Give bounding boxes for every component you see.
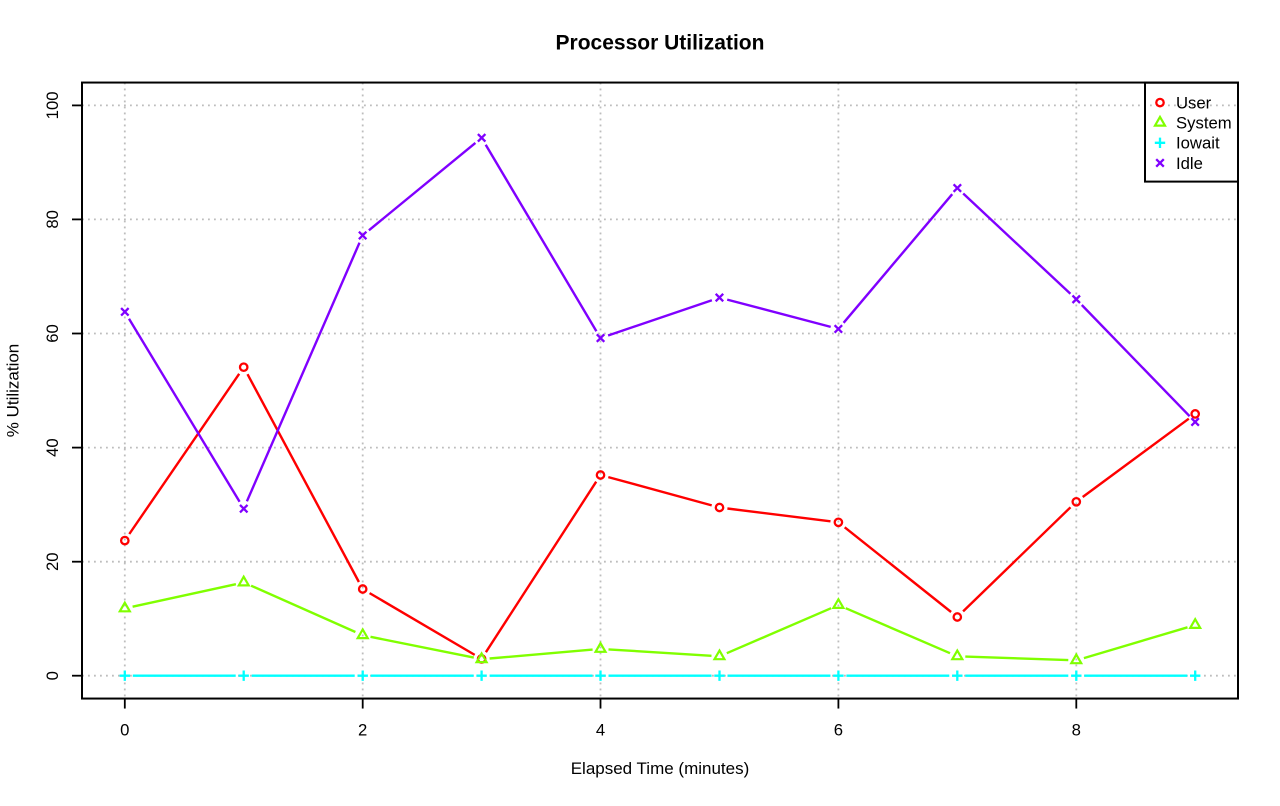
svg-text:60: 60 xyxy=(43,324,62,343)
svg-text:User: User xyxy=(1176,94,1212,113)
svg-text:Iowait: Iowait xyxy=(1176,134,1220,153)
svg-text:0: 0 xyxy=(43,671,62,680)
svg-text:4: 4 xyxy=(596,721,605,740)
svg-text:100: 100 xyxy=(43,91,62,119)
svg-text:Idle: Idle xyxy=(1176,154,1203,173)
svg-text:System: System xyxy=(1176,114,1232,133)
svg-text:40: 40 xyxy=(43,438,62,457)
svg-text:0: 0 xyxy=(120,721,129,740)
svg-text:20: 20 xyxy=(43,552,62,571)
svg-text:Elapsed Time (minutes): Elapsed Time (minutes) xyxy=(571,759,750,778)
svg-text:8: 8 xyxy=(1072,721,1081,740)
svg-text:6: 6 xyxy=(834,721,843,740)
svg-text:80: 80 xyxy=(43,210,62,229)
svg-text:Processor Utilization: Processor Utilization xyxy=(556,31,765,54)
svg-text:2: 2 xyxy=(358,721,367,740)
svg-text:% Utilization: % Utilization xyxy=(4,344,23,438)
